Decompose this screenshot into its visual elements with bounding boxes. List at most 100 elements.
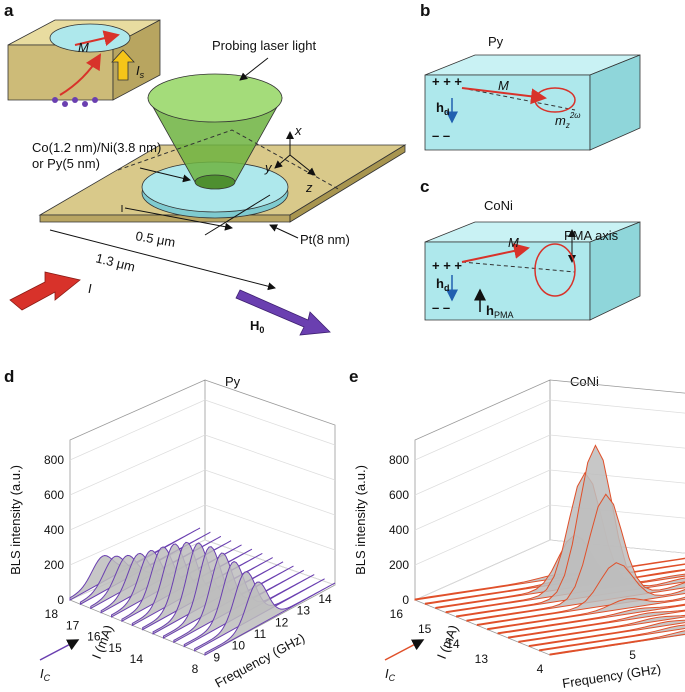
grid-line	[204, 539, 336, 586]
panel-label: a	[4, 1, 14, 20]
grid-line	[69, 469, 206, 531]
panel-b: b Py M mz2ω + + + – – hd	[420, 1, 641, 151]
y-axis-label: BLS intensity (a.u.)	[8, 465, 23, 575]
dimension: 1.3 μm	[94, 250, 136, 274]
i-tick-label: 14	[130, 652, 144, 666]
annotation: PMA axis	[564, 228, 619, 243]
spectrum-curve	[445, 471, 685, 614]
x-tick-label: 9	[213, 650, 220, 664]
grid-line	[204, 504, 336, 551]
svg-text:– –: – –	[432, 128, 450, 143]
x-tick-label: 13	[297, 604, 311, 618]
ic-arrow	[384, 639, 425, 661]
panel-e: e CoNi 0 200 400 600 800 BLS intensity (a.u.) 16…	[349, 367, 685, 691]
grid-line	[549, 504, 685, 519]
i-tick-label: 18	[45, 607, 59, 621]
x-tick-label: 8	[192, 662, 199, 676]
grid-line	[549, 469, 685, 484]
y-tick-label: 0	[402, 593, 409, 607]
grid-line	[414, 539, 551, 601]
spectrum-curve	[549, 630, 685, 656]
annotation: or Py(5 nm)	[32, 156, 100, 171]
spectrum-curve	[507, 609, 685, 639]
x-tick-label: 11	[254, 627, 267, 641]
x-tick-label: 14	[318, 592, 332, 606]
y-axis-label: BLS intensity (a.u.)	[353, 465, 368, 575]
i-tick-label: 16	[87, 630, 101, 644]
x-tick-label: 4	[537, 662, 544, 676]
panel-label: e	[349, 367, 358, 386]
dimension: 0.5 μm	[134, 228, 176, 250]
svg-text:+ + +: + + +	[432, 74, 462, 89]
x-tick-label: 5	[629, 648, 636, 662]
grid-line	[69, 434, 206, 496]
panel-title: Py	[488, 34, 504, 49]
x-tick-label: 12	[275, 615, 289, 629]
annotation: hd	[436, 100, 449, 117]
panel-title: CoNi	[570, 374, 599, 389]
axis-label: z	[305, 180, 313, 195]
grid-line	[549, 399, 685, 414]
annotation: I	[88, 281, 92, 296]
spectrum-curve	[476, 562, 685, 626]
panel-title: CoNi	[484, 198, 513, 213]
grid-line	[204, 469, 336, 516]
spectrum-curve	[487, 596, 685, 631]
axis-label: x	[294, 123, 302, 138]
spectrum-curve	[204, 581, 336, 656]
grid-line	[69, 504, 206, 566]
spectrum-curve	[497, 603, 685, 635]
spectrum-curve	[539, 624, 685, 652]
grid-line	[414, 434, 551, 496]
spectrum-curve	[528, 619, 685, 648]
i-tick-label: 16	[390, 607, 404, 621]
x-tick-label: 10	[232, 639, 246, 653]
y-tick-label: 200	[44, 558, 64, 572]
axis-label: y	[264, 160, 273, 175]
spectrum-curve	[518, 614, 685, 643]
axis-label: Frequency (GHz)	[561, 661, 662, 691]
panel-label: d	[4, 367, 14, 386]
y-tick-label: 200	[389, 558, 409, 572]
grid-line	[414, 504, 551, 566]
y-tick-label: 800	[389, 453, 409, 467]
i-tick-label: 13	[475, 652, 489, 666]
y-tick-label: 400	[389, 523, 409, 537]
panel-title: Py	[225, 374, 241, 389]
ic-arrow	[39, 639, 80, 661]
grid-line	[69, 399, 206, 461]
panel-label: c	[420, 177, 429, 196]
wall	[414, 379, 551, 601]
i-tick-label: 14	[446, 637, 460, 651]
annotation: mz2ω	[555, 111, 581, 130]
annotation: H0	[250, 318, 264, 335]
y-tick-label: 600	[44, 488, 64, 502]
annotation: Probing laser light	[212, 38, 316, 53]
grid-line	[549, 539, 685, 554]
i-tick-label: 17	[66, 618, 80, 632]
annotation: M	[498, 78, 509, 93]
grid-line	[549, 434, 685, 449]
svg-text:+ + +: + + +	[432, 258, 462, 273]
annotation: M	[508, 235, 519, 250]
y-tick-label: 800	[44, 453, 64, 467]
annotation: M	[78, 40, 89, 55]
annotation: IC	[385, 666, 396, 683]
grid-line	[204, 434, 336, 481]
panel-a: a M Is Probing laser light Co(1.2 nm)/Ni…	[4, 1, 407, 336]
grid-line	[204, 399, 336, 446]
annotation: Pt(8 nm)	[300, 232, 350, 247]
annotation: IC	[40, 666, 51, 683]
annotation: Is	[136, 63, 145, 80]
panel-c: c CoNi PMA axis M + + + – – hd hPMA	[420, 177, 641, 321]
grid-line	[414, 469, 551, 531]
annotation: hPMA	[486, 303, 513, 320]
i-tick-label: 15	[418, 622, 432, 636]
y-tick-label: 400	[44, 523, 64, 537]
svg-text:– –: – –	[432, 300, 450, 315]
panel-d: d Py 0 200 400 600 800 BLS intensity (a.u.) 18 17…	[4, 367, 336, 691]
y-tick-label: 0	[57, 593, 64, 607]
y-tick-label: 600	[389, 488, 409, 502]
i-tick-label: 15	[108, 641, 122, 655]
